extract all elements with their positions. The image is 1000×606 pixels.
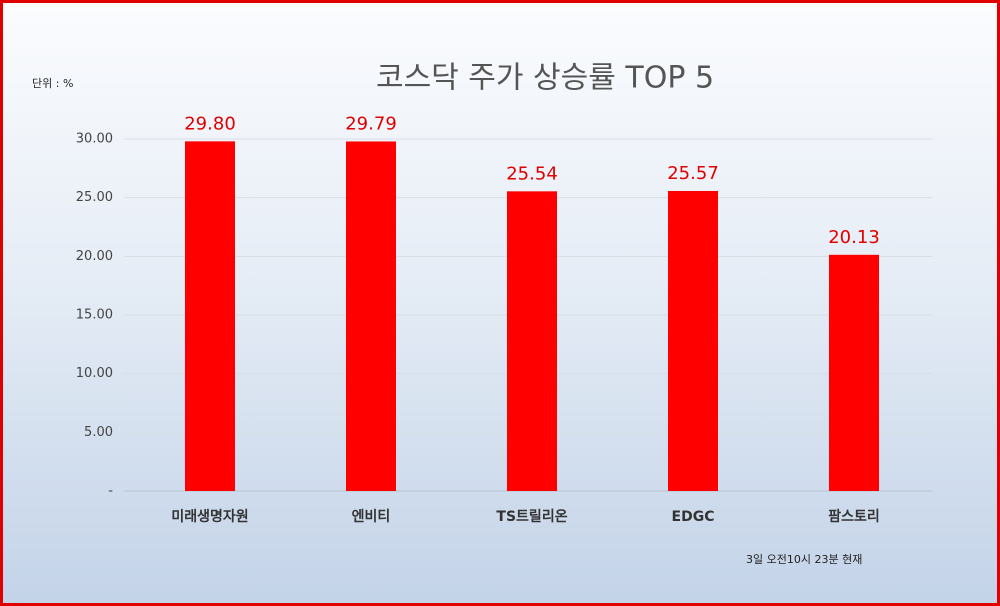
note: 3일 오전10시 23분 현재 <box>746 552 862 566</box>
value-label: 25.54 <box>506 163 558 184</box>
bar <box>185 141 235 491</box>
x-tick-label: 미래생명자원 <box>171 508 248 525</box>
x-tick-label: 팜스토리 <box>828 508 880 525</box>
bar <box>829 254 879 491</box>
x-tick-label: EDGC <box>672 509 715 525</box>
x-tick-label: TS트릴리온 <box>496 509 567 525</box>
y-tick-label: 5.00 <box>84 425 113 440</box>
value-label: 29.80 <box>184 113 236 134</box>
value-label: 25.57 <box>667 163 719 184</box>
value-label: 29.79 <box>345 113 397 134</box>
bar <box>346 141 396 492</box>
bar <box>668 190 718 491</box>
bar <box>507 191 557 491</box>
chart-title: 코스닥 주가 상승률 TOP 5 <box>376 61 714 96</box>
y-tick-label: 15.00 <box>76 308 113 323</box>
y-tick-label: 20.00 <box>76 249 113 264</box>
y-tick-label: 10.00 <box>76 366 113 381</box>
y-tick-label: 25.00 <box>76 190 113 205</box>
unit-label: 단위 : % <box>32 77 73 90</box>
y-tick-label: - <box>108 484 113 499</box>
x-tick-label: 엔비티 <box>352 508 391 525</box>
value-label: 20.13 <box>828 227 880 248</box>
y-tick-label: 30.00 <box>76 132 113 147</box>
